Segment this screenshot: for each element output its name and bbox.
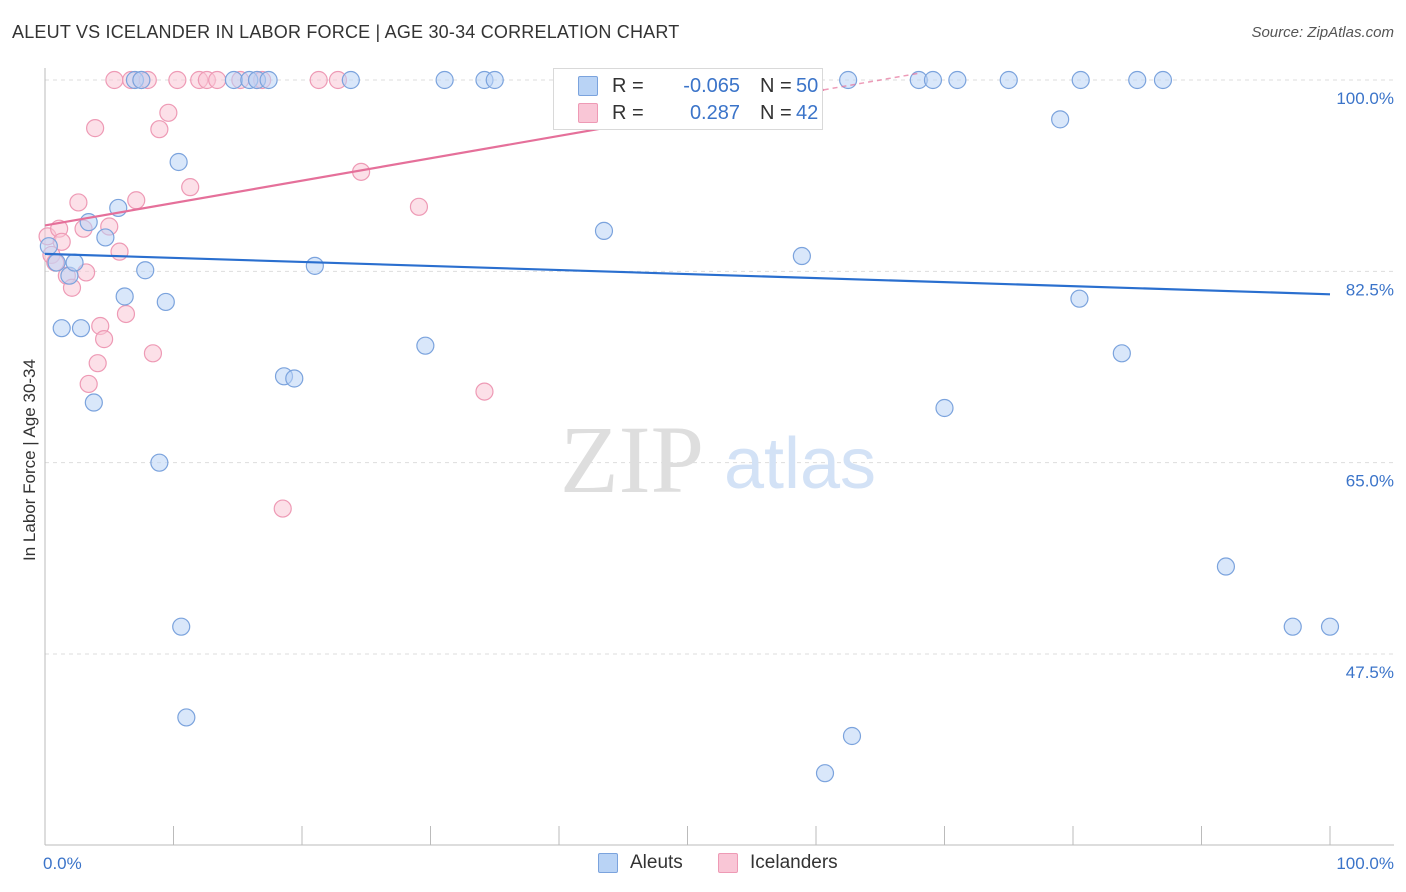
legend-r-value: -0.065 <box>683 75 740 97</box>
aleut-point <box>177 708 196 727</box>
icelander-point <box>86 119 105 138</box>
aleut-point <box>47 253 66 272</box>
aleut-point <box>435 70 454 90</box>
aleut-point <box>65 253 84 272</box>
aleut-point <box>923 70 943 90</box>
icelanders-legend-swatch <box>718 853 738 873</box>
aleut-point <box>259 70 278 90</box>
aleuts-legend-label: Aleuts <box>630 852 683 873</box>
aleut-point <box>84 393 103 412</box>
aleut-point <box>416 336 435 355</box>
icelander-point <box>79 374 98 394</box>
icelander-point <box>116 304 136 324</box>
icelanders-swatch <box>578 103 598 123</box>
aleut-point <box>39 237 58 256</box>
legend-r-label: R = <box>612 102 644 124</box>
icelander-point <box>208 70 227 90</box>
icelanders-legend-label: Icelanders <box>750 852 838 873</box>
aleut-point <box>115 287 134 306</box>
aleuts-swatch <box>578 76 598 96</box>
legend-r-value: 0.287 <box>689 102 740 124</box>
aleut-point <box>285 369 304 388</box>
watermark-atlas: atlas <box>724 424 876 504</box>
aleut-point <box>485 70 504 90</box>
icelander-point <box>159 103 178 122</box>
aleut-point <box>52 319 71 338</box>
aleut-point <box>1051 110 1070 129</box>
y-tick-label: 100.0% <box>1336 89 1394 108</box>
label-layer: 100.0% 82.5% 65.0% 47.5% 0.0% 100.0% <box>43 89 1394 873</box>
y-axis-label: In Labor Force | Age 30-34 <box>20 359 39 561</box>
legend-r-label: R = <box>612 75 644 97</box>
aleut-point <box>305 256 324 275</box>
x-tick-label: 0.0% <box>43 854 82 873</box>
icelander-point <box>127 191 146 210</box>
source-label: Source: ZipAtlas.com <box>1251 24 1394 41</box>
aleuts-legend-swatch <box>598 853 618 873</box>
x-tick-label: 100.0% <box>1336 854 1394 873</box>
aleut-point <box>1112 344 1131 363</box>
aleut-point <box>224 70 243 90</box>
aleut-point <box>815 764 835 783</box>
aleut-point <box>1320 617 1340 636</box>
axis-layer <box>44 68 1394 846</box>
aleuts-trend-line <box>44 252 1331 296</box>
icelander-point <box>475 382 494 401</box>
aleut-point <box>96 228 115 247</box>
aleut-point <box>71 319 91 338</box>
aleut-point <box>136 261 155 280</box>
icelander-point <box>105 70 124 90</box>
watermark-zip: ZIP <box>560 406 704 513</box>
aleut-point <box>341 70 360 90</box>
aleut-point <box>792 246 811 266</box>
correlation-legend: R = -0.065 N = 50 R = 0.287 N = 42 <box>553 68 823 130</box>
aleut-point <box>1071 70 1090 90</box>
aleut-point <box>132 70 151 90</box>
icelander-point <box>273 499 292 518</box>
legend-n-value: 50 <box>796 75 819 97</box>
icelander-point <box>168 70 187 90</box>
aleut-point <box>172 617 191 636</box>
aleut-point <box>1153 70 1173 90</box>
icelander-point <box>110 242 129 261</box>
legend-n-label: N = <box>760 75 792 97</box>
aleut-point <box>1070 289 1089 308</box>
icelander-point <box>88 354 107 373</box>
aleut-point <box>1128 70 1147 90</box>
chart-title: ALEUT VS ICELANDER IN LABOR FORCE | AGE … <box>12 22 680 42</box>
aleut-point <box>842 726 862 746</box>
aleut-point <box>999 70 1018 90</box>
aleut-point <box>169 152 188 172</box>
icelanders-trend-extension <box>823 72 919 91</box>
icelander-point <box>309 70 328 90</box>
aleut-point <box>594 221 614 240</box>
icelander-point <box>95 330 114 349</box>
icelander-point <box>150 120 169 139</box>
aleut-point <box>1283 617 1302 636</box>
aleut-point <box>948 70 967 90</box>
icelander-point <box>143 344 163 363</box>
y-tick-label: 82.5% <box>1346 280 1394 299</box>
y-tick-label: 65.0% <box>1346 472 1394 491</box>
aleut-point <box>150 453 169 472</box>
grid-layer <box>45 79 1394 655</box>
y-tick-label: 47.5% <box>1346 663 1394 682</box>
icelander-point <box>181 178 200 197</box>
aleut-point <box>156 292 175 312</box>
aleut-point <box>1216 557 1236 576</box>
aleut-point <box>935 398 954 418</box>
icelander-point <box>69 193 88 212</box>
icelander-point <box>409 197 429 216</box>
legend-n-label: N = <box>760 102 792 124</box>
legend-n-value: 42 <box>796 102 819 124</box>
